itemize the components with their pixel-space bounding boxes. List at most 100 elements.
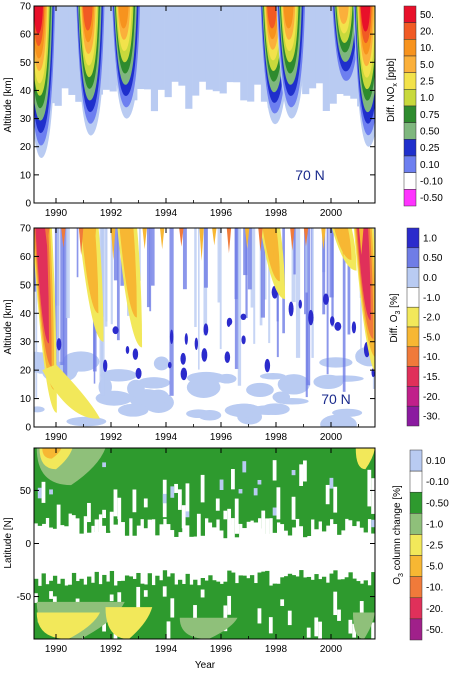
- panel-nox-colorbar: 50. 20. 10. 5.0 2.5 1.0 0.75 0.50 0.25 0.10 -0.10 -…: [403, 5, 443, 207]
- col-gap-south: [257, 608, 262, 624]
- o3-top-spike: [359, 228, 364, 255]
- col-gap-south: [170, 598, 175, 618]
- col-gap-north: [181, 505, 187, 529]
- o3-spot: [241, 335, 246, 345]
- y-tick-label: 0: [25, 423, 31, 434]
- col-north-cell: [215, 448, 221, 520]
- colorbar-label: 1.0: [423, 233, 437, 244]
- col-gap-north: [56, 504, 62, 529]
- col-gap-north: [234, 498, 240, 534]
- o3-spot: [334, 321, 342, 331]
- col-south-cell: [291, 575, 296, 639]
- colorbar-swatch: [406, 306, 420, 328]
- col-blue-speck: [102, 462, 107, 468]
- col-gap-south: [162, 586, 168, 597]
- y-tick-label: 0: [25, 199, 31, 210]
- o3-spot: [323, 293, 329, 305]
- col-north-cell: [117, 448, 122, 516]
- o3-spot: [298, 299, 302, 309]
- col-gap-north: [102, 509, 107, 519]
- o3-streak: [253, 228, 256, 344]
- nox-bg-cell: [61, 6, 69, 89]
- o3-streak: [104, 228, 108, 327]
- panel-nox-annotation: 70 N: [295, 167, 325, 183]
- col-gap-south: [359, 601, 365, 624]
- col-gap-north: [261, 510, 266, 536]
- col-gap-south: [333, 591, 338, 616]
- colorbar-label: -2.0: [423, 313, 441, 324]
- panel-nox-frame: [33, 5, 376, 204]
- col-south-cell: [261, 571, 266, 639]
- col-south-cell: [238, 575, 243, 639]
- panel-o3-annotation: 70 N: [321, 391, 351, 407]
- colorbar-label: 10.: [420, 43, 434, 54]
- colorbar-label: -0.10: [426, 477, 449, 488]
- col-north-cell: [249, 448, 255, 521]
- o3-streak: [60, 228, 65, 366]
- nox-bg-cell: [68, 6, 76, 95]
- colorbar-swatch: [409, 597, 423, 620]
- panel-column: 1990 1992 1994 1996 1998 2000 -50 0 50 Latitude …: [3, 447, 449, 671]
- o3-streak: [295, 228, 301, 358]
- col-south-cell: [234, 583, 240, 639]
- col-south-cell: [212, 580, 217, 639]
- x-tick-label: 2000: [320, 432, 343, 443]
- colorbar-label: -5.0: [426, 562, 444, 573]
- o3-streak: [263, 228, 267, 300]
- col-gap-north: [174, 483, 179, 493]
- colorbar-label: 2.5: [420, 77, 434, 88]
- col-north-cell: [291, 448, 296, 528]
- nox-bg-cell: [199, 6, 207, 82]
- o3-top-spike: [271, 228, 276, 258]
- colorbar-swatch: [406, 267, 420, 288]
- col-depletion: [355, 448, 375, 470]
- colorbar-swatch: [403, 122, 417, 140]
- y-tick-label: 10: [20, 394, 32, 405]
- col-south-cell: [189, 584, 194, 639]
- col-gap-south: [287, 610, 293, 626]
- col-south-cell: [147, 573, 152, 639]
- o3-streak: [347, 228, 351, 335]
- colorbar-swatch: [406, 405, 420, 427]
- o3-patch: [137, 377, 171, 389]
- x-tick-label: 1990: [45, 432, 68, 443]
- panel-column-colorbar: 0.10 -0.10 -0.50 -1.0 -2.5 -5.0 -10. -20. -50.: [409, 449, 449, 641]
- col-north-cell: [98, 448, 103, 515]
- col-south-cell: [272, 583, 277, 639]
- y-tick-label: 30: [20, 114, 32, 125]
- x-tick-label: 1994: [155, 644, 178, 655]
- y-tick-label: 50: [20, 486, 32, 497]
- o3-streak: [217, 228, 221, 303]
- o3-streak: [305, 228, 308, 293]
- o3-plume: [262, 228, 280, 282]
- y-tick-label: 20: [20, 142, 32, 153]
- o3-spot: [103, 359, 108, 372]
- colorbar-swatch: [403, 139, 417, 157]
- col-south-cell: [287, 573, 293, 639]
- col-south-cell: [159, 580, 164, 639]
- panel-column-field: [34, 448, 375, 639]
- nox-bg-cell: [109, 6, 117, 92]
- panel-column-xlabel: Year: [195, 660, 216, 671]
- col-south-cell: [340, 579, 346, 639]
- col-north-cell: [348, 448, 353, 521]
- col-north-cell: [136, 448, 141, 526]
- colorbar-label: -30.: [423, 412, 440, 423]
- col-north-cell: [140, 448, 145, 520]
- col-north-cell: [303, 448, 308, 538]
- col-north-cell: [253, 448, 259, 523]
- x-tick-label: 1998: [265, 644, 288, 655]
- col-gap-south: [34, 593, 39, 603]
- col-gap-north: [272, 460, 277, 481]
- colorbar-label: 0.25: [420, 143, 440, 154]
- nox-bg-cell: [157, 6, 165, 90]
- colorbar-swatch: [406, 287, 420, 308]
- y-tick-label: 0: [25, 539, 31, 550]
- o3-top-spike: [321, 228, 326, 250]
- o3-spot: [201, 348, 208, 362]
- nox-bg-cell: [322, 6, 330, 111]
- col-gap-north: [109, 511, 115, 531]
- o3-tail: [42, 364, 100, 419]
- col-south-cell: [242, 575, 247, 639]
- col-south-cell: [215, 581, 221, 639]
